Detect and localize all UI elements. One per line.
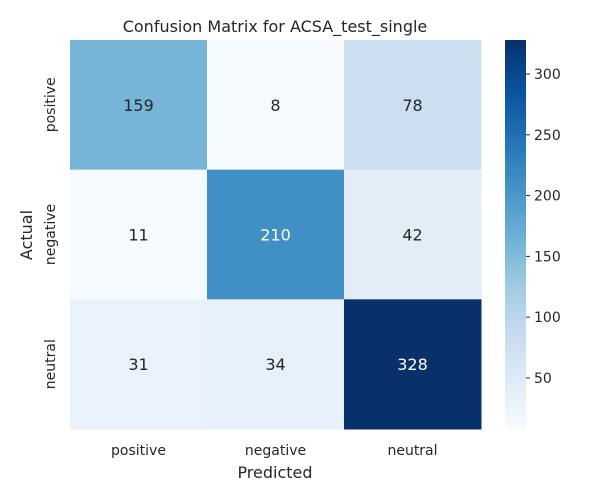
cell-value-label-0-1: 8	[270, 96, 280, 115]
cell-value-label-0-2: 78	[402, 96, 422, 115]
heatmap-cell-1-0	[70, 169, 208, 300]
cell-value-label-2-1: 34	[265, 355, 285, 374]
heatmap-cell-2-2	[344, 299, 482, 430]
y-tick-label-0: positive	[43, 77, 59, 132]
heatmap-cell-0-2	[344, 40, 482, 171]
cell-value-label-1-0: 11	[128, 226, 148, 245]
cell-value-label-2-0: 31	[128, 355, 148, 374]
heatmap-cell-2-1	[207, 299, 345, 430]
y-axis-label: Actual	[17, 210, 36, 260]
heatmap-cells	[70, 40, 482, 430]
heatmap-cell-1-2	[344, 169, 482, 300]
heatmap-cell-0-1	[207, 40, 345, 171]
cell-value-label-0-0: 159	[123, 96, 154, 115]
y-tick-label-1: negative	[43, 204, 59, 265]
colorbar-tick-label-2: 150	[534, 249, 561, 265]
colorbar-tick-label-1: 100	[534, 310, 561, 326]
x-tick-label-1: negative	[245, 443, 306, 459]
heatmap-cell-labels: 159 8 78 11 210 42 31 34 328	[123, 96, 428, 374]
colorbar-ticks: 50 100 150 200 250 300	[526, 67, 561, 387]
colorbar-tick-label-5: 300	[534, 67, 561, 83]
colorbar-tick-label-3: 200	[534, 189, 561, 205]
colorbar	[505, 40, 526, 429]
heatmap-cell-2-0	[70, 299, 208, 430]
chart-title: Confusion Matrix for ACSA_test_single	[123, 17, 428, 37]
cell-value-label-1-2: 42	[402, 226, 422, 245]
x-tick-label-0: positive	[111, 443, 166, 459]
cell-value-label-2-2: 328	[397, 355, 428, 374]
colorbar-tick-label-0: 50	[534, 371, 552, 387]
colorbar-tick-label-4: 250	[534, 128, 561, 144]
cell-value-label-1-1: 210	[260, 226, 291, 245]
y-tick-label-2: neutral	[43, 339, 59, 389]
x-tick-labels: positive negative neutral	[111, 443, 438, 459]
x-tick-label-2: neutral	[387, 443, 437, 459]
heatmap-cell-1-1	[207, 169, 345, 300]
heatmap-cell-0-0	[70, 40, 208, 171]
y-tick-labels: positive negative neutral	[43, 77, 59, 389]
x-axis-label: Predicted	[237, 463, 312, 482]
